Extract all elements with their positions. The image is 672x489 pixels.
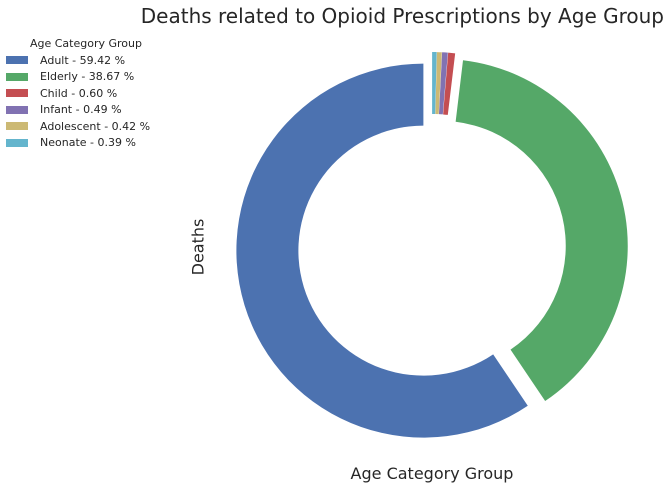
legend-item-neonate: Neonate - 0.39 % — [6, 135, 176, 152]
legend-title: Age Category Group — [29, 37, 142, 50]
donut-slice-adult — [236, 63, 528, 438]
legend-swatch — [6, 138, 28, 147]
legend-label: Elderly - 38.67 % — [40, 70, 135, 84]
legend-swatch — [6, 56, 28, 65]
legend-swatch — [6, 105, 28, 114]
chart-legend: Age Category Group Adult - 59.42 % Elderl… — [6, 36, 176, 151]
legend-item-adolescent: Adolescent - 0.42 % — [6, 118, 176, 135]
legend-item-elderly: Elderly - 38.67 % — [6, 69, 176, 86]
legend-swatch — [6, 89, 28, 98]
donut-slice-infant — [438, 52, 448, 115]
donut-slice-elderly — [455, 60, 628, 402]
donut-slice-adolescent — [435, 52, 442, 115]
legend-label: Child - 0.60 % — [40, 86, 118, 100]
legend-label: Adolescent - 0.42 % — [40, 119, 151, 133]
chart-title: Deaths related to Opioid Prescriptions b… — [140, 4, 664, 28]
legend-item-adult: Adult - 59.42 % — [6, 52, 176, 69]
legend-label: Neonate - 0.39 % — [40, 136, 136, 150]
legend-swatch — [6, 72, 28, 81]
legend-item-infant: Infant - 0.49 % — [6, 102, 176, 119]
donut-slice-neonate — [432, 52, 437, 115]
legend-label: Infant - 0.49 % — [40, 103, 122, 117]
legend-items: Adult - 59.42 % Elderly - 38.67 % Child - … — [6, 52, 176, 151]
y-axis-label: Deaths — [188, 218, 208, 276]
legend-label: Adult - 59.42 % — [40, 53, 126, 67]
legend-swatch — [6, 122, 28, 131]
donut-slice-child — [443, 52, 456, 115]
legend-item-child: Child - 0.60 % — [6, 85, 176, 102]
x-axis-label: Age Category Group — [350, 464, 514, 483]
